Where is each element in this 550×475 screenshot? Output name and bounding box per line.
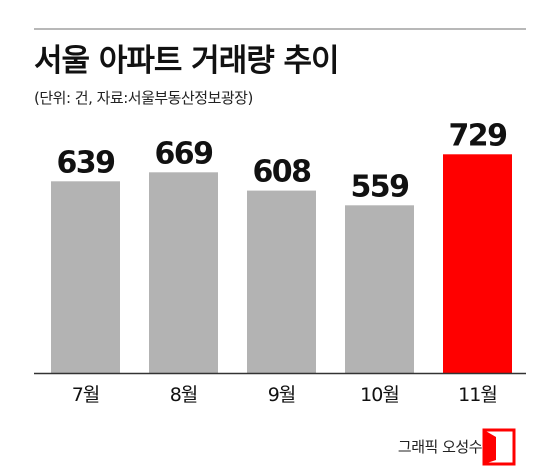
bars-group: [51, 154, 512, 373]
value-label-9월: 608: [252, 155, 311, 190]
bar-7월: [51, 181, 120, 373]
x-tick-8월: 8월: [170, 384, 198, 406]
top-rule: [34, 28, 526, 30]
value-label-8월: 669: [154, 136, 212, 171]
x-tick-11월: 11월: [458, 384, 497, 406]
bar-10월: [345, 205, 414, 373]
value-labels-group: 639 669 608 559 729: [56, 118, 508, 204]
x-tick-7월: 7월: [72, 384, 100, 406]
value-label-10월: 559: [350, 169, 408, 204]
chart-subtitle: (단위: 건, 자료:서울부동산정보광장): [34, 89, 253, 107]
value-label-7월: 639: [56, 145, 114, 180]
x-tick-10월: 10월: [360, 384, 399, 406]
bar-11월: [443, 154, 512, 373]
bar-9월: [247, 190, 316, 373]
bar-8월: [149, 172, 218, 373]
publisher-logo: [482, 428, 516, 466]
chart-title: 서울 아파트 거래량 추이: [34, 43, 340, 79]
x-tick-labels-group: 7월 8월 9월 10월 11월: [72, 384, 498, 406]
graphic-credit: 그래픽 오성수: [397, 438, 483, 456]
x-tick-9월: 9월: [268, 384, 296, 406]
value-label-11월: 729: [448, 118, 506, 153]
